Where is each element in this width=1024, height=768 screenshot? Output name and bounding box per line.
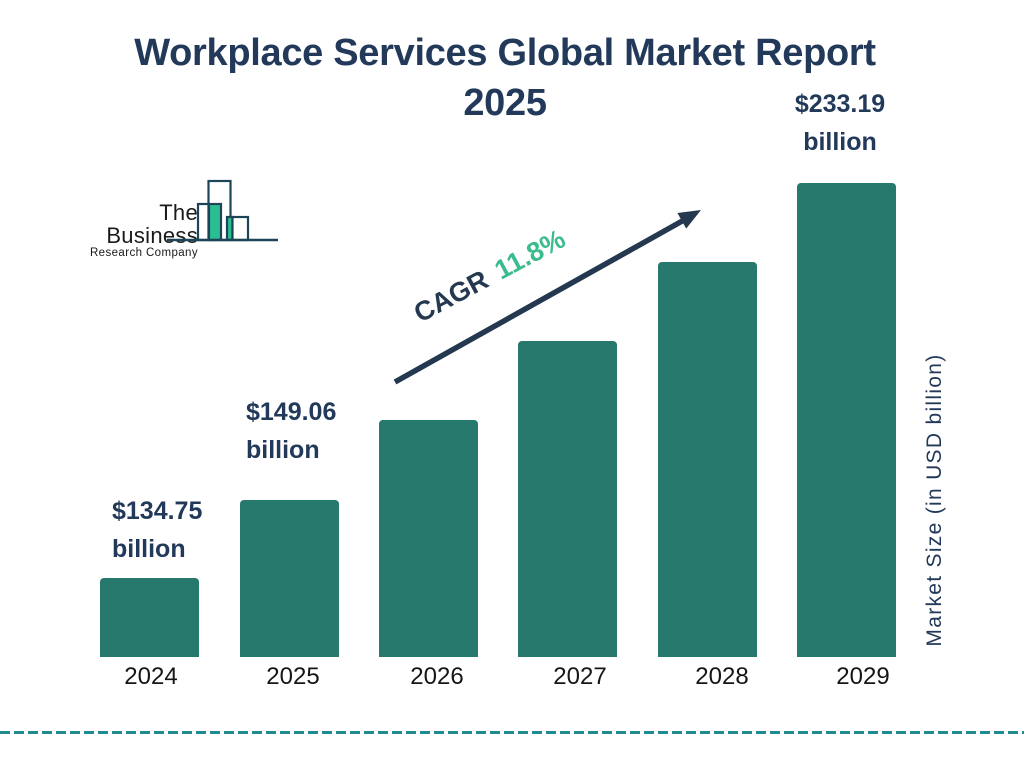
cagr-value: 11.8% [489, 223, 571, 286]
page-title: Workplace Services Global Market Report … [0, 28, 1010, 128]
value-label-2024-amount: $134.75 [112, 497, 203, 525]
footer-dashed-divider [0, 731, 1024, 734]
value-label-2024-unit: billion [112, 535, 186, 563]
value-label-2025-amount: $149.06 [246, 398, 337, 426]
cagr-label: CAGR [408, 264, 494, 329]
bar-2026 [379, 420, 478, 657]
bar-2028 [658, 262, 757, 657]
bar-2027 [518, 341, 617, 657]
value-label-2025-unit: billion [246, 436, 320, 464]
value-label-2025: $149.06 billion [246, 393, 336, 469]
value-label-2029-unit: billion [803, 128, 877, 156]
page-title-line-1: Workplace Services Global Market Report [134, 32, 876, 74]
value-label-2024: $134.75 billion [112, 492, 202, 568]
x-axis-label-2027: 2027 [553, 663, 607, 690]
y-axis-title: Market Size (in USD billion) [923, 353, 946, 647]
x-axis-label-2025: 2025 [266, 663, 320, 690]
value-label-2029: $233.19 billion [758, 85, 922, 161]
bar-2024 [100, 578, 199, 657]
x-axis-label-2029: 2029 [836, 663, 890, 690]
x-axis-label-2024: 2024 [124, 663, 178, 690]
cagr-annotation: CAGR11.8% [408, 222, 571, 330]
page-title-line-2: 2025 [463, 82, 547, 124]
bar-2029 [797, 183, 896, 657]
bar-2025 [240, 500, 339, 657]
logo-company-subname: Research Company [89, 247, 198, 259]
logo-bar-chart-icon [167, 179, 278, 242]
x-axis-label-2026: 2026 [410, 663, 464, 690]
x-axis-label-2028: 2028 [695, 663, 749, 690]
value-label-2029-amount: $233.19 [794, 90, 886, 118]
